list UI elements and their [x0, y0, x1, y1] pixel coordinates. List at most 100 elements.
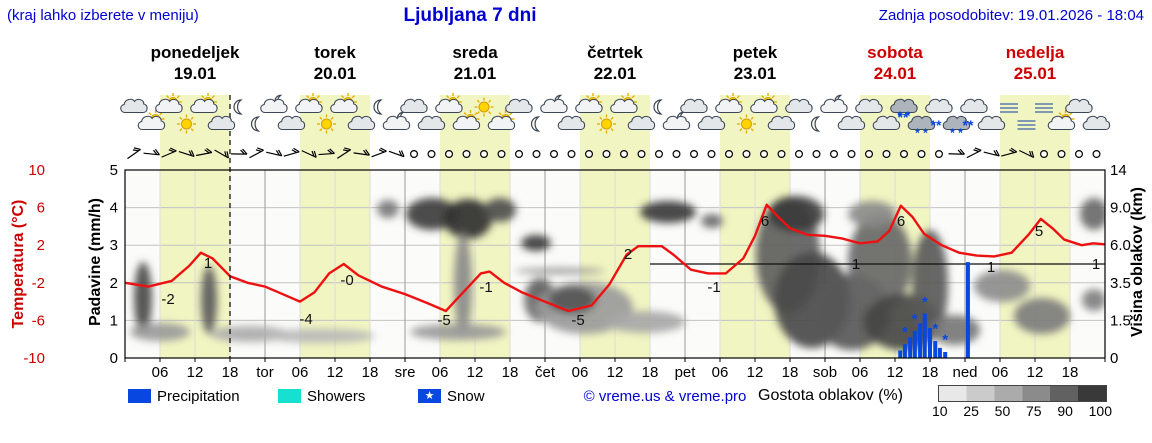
wind-barb-icon [127, 147, 141, 160]
last-updated: Zadnja posodobitev: 19.01.2026 - 18:04 [878, 7, 1144, 24]
svg-text:pet: pet [675, 364, 697, 381]
wind-barb-icon [353, 149, 370, 156]
cloud-icon [347, 115, 376, 131]
mooncloud-icon [382, 111, 411, 131]
sun-icon [474, 97, 494, 117]
density-scale-ticks: 10 25 50 75 90 100 [932, 403, 1112, 419]
cloud-icon [627, 115, 656, 131]
cloud-density-scale [938, 385, 1107, 402]
showers-swatch [278, 389, 301, 403]
cloud-icon [785, 98, 813, 114]
svg-text:18: 18 [362, 364, 379, 381]
day-date: 23.01 [733, 64, 777, 83]
density-tick: 10 [932, 403, 948, 419]
svg-text:1: 1 [852, 256, 860, 273]
cloud-icon [207, 115, 236, 131]
svg-text:06: 06 [292, 364, 309, 381]
day-date: 20.01 [313, 64, 357, 83]
day-header-wednesday: sreda 21.01 [405, 42, 545, 84]
wind-barb-icon [388, 150, 405, 158]
temp-tick: 10 [28, 162, 45, 179]
calm-wind-icon [462, 150, 471, 159]
svg-text:*: * [932, 320, 938, 337]
wind-barb-icon [336, 147, 352, 159]
calm-wind-icon [724, 150, 733, 159]
svg-text:-1: -1 [479, 279, 492, 296]
svg-text:18: 18 [502, 364, 519, 381]
temp-tick: 2 [37, 237, 45, 254]
cloud-tick: 3.5 [1110, 275, 1131, 292]
calm-wind-icon [1039, 150, 1048, 159]
snowfall-mark-icon: ** [898, 109, 909, 125]
svg-text:sre: sre [395, 364, 416, 381]
wind-barb-icon [301, 150, 317, 158]
snowcloud-icon: * * [890, 98, 918, 123]
wind-barb-icon [371, 147, 387, 158]
cloud-icon [697, 115, 726, 131]
day-name: nedelja [1005, 43, 1065, 62]
wind-barb-icon [1019, 149, 1035, 159]
svg-text:18: 18 [922, 364, 939, 381]
svg-text:5: 5 [1035, 223, 1043, 240]
calm-wind-icon [1092, 150, 1101, 159]
credit-link[interactable]: © vreme.us & vreme.pro [583, 388, 747, 405]
day-name: četrtek [587, 43, 643, 62]
svg-text:*: * [912, 311, 918, 328]
calm-wind-icon [672, 150, 681, 159]
svg-text:-0: -0 [340, 272, 353, 289]
svg-text:12: 12 [467, 364, 484, 381]
sun-icon [317, 114, 336, 134]
suncloud-icon [1047, 110, 1076, 131]
wind-barb-icon [178, 150, 195, 158]
calm-wind-icon [584, 150, 593, 159]
day-header-saturday: sobota 24.01 [825, 42, 965, 84]
calm-wind-icon [637, 150, 646, 159]
wind-barb-icon [1001, 147, 1018, 157]
calm-wind-icon [497, 150, 506, 159]
suncloud-icon [487, 110, 516, 131]
svg-text:06: 06 [992, 364, 1009, 381]
svg-text:18: 18 [782, 364, 799, 381]
precipitation-legend-label: Precipitation [157, 388, 240, 405]
snowfall-mark-icon: ** [931, 117, 942, 133]
showers-legend-label: Showers [307, 388, 366, 405]
calm-wind-icon [427, 150, 436, 159]
calm-wind-icon [549, 150, 558, 159]
cloud-icon [1082, 115, 1111, 131]
suncloud-icon [435, 93, 463, 114]
time-axis-labels: 06 12 18 06 12 18 06 12 18 06 12 18 06 12 18 06 12 18 06 12… [124, 358, 1106, 381]
page-title: Ljubljana 7 dni [403, 5, 537, 26]
cloud-density-field [130, 196, 1105, 350]
svg-text:* *: * * [950, 126, 963, 140]
cloud-icon [977, 115, 1006, 131]
svg-text:12: 12 [327, 364, 344, 381]
sun-icon [597, 114, 616, 134]
calm-wind-icon [532, 150, 541, 159]
calm-wind-icon [847, 150, 856, 159]
svg-text:* *: * * [915, 126, 928, 140]
calm-wind-icon [864, 150, 873, 159]
mooncloud-icon [540, 94, 568, 114]
density-tick: 90 [1057, 403, 1073, 419]
calm-wind-icon [619, 150, 628, 159]
svg-text:2: 2 [624, 246, 632, 263]
cloud-density-label: Gostota oblakov (%) [758, 387, 903, 404]
svg-text:sob: sob [813, 364, 837, 381]
calm-wind-icon [567, 150, 576, 159]
suncloud-icon [137, 110, 166, 131]
fog-icon [1017, 120, 1036, 130]
precipitation-swatch [128, 389, 151, 403]
day-name: sreda [452, 43, 498, 62]
snow-swatch: ★ [418, 389, 441, 403]
day-header-thursday: četrtek 22.01 [545, 42, 685, 84]
moon-icon [530, 116, 541, 132]
weather-icons-row: * * * * * * [120, 93, 1111, 140]
wind-barb-icon [230, 148, 248, 155]
moon-icon [653, 99, 663, 115]
precip-tick: 0 [110, 350, 118, 367]
density-tick: 50 [994, 403, 1011, 419]
svg-text:18: 18 [222, 364, 239, 381]
cloud-tick: 0 [1110, 350, 1118, 367]
svg-text:-1: -1 [707, 279, 720, 296]
cloud-icon [855, 98, 883, 114]
